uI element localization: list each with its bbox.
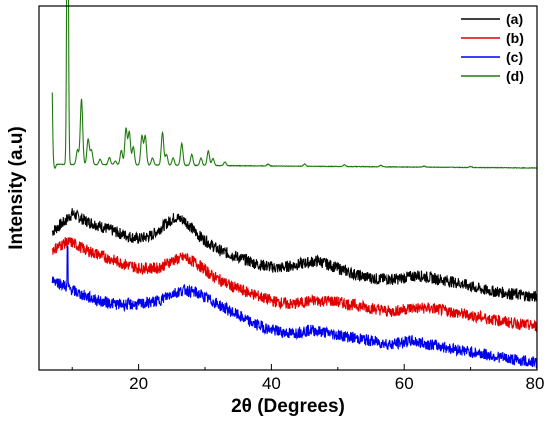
series-line-d	[51, 0, 537, 170]
x-tick-label-60: 60	[395, 374, 414, 393]
legend-label-c: (c)	[506, 49, 523, 65]
x-axis-title: 2θ (Degrees)	[231, 396, 345, 417]
plot-frame	[38, 5, 538, 371]
x-axis: 20 40 60 80	[71, 364, 545, 393]
y-axis-title: Intensity (a.u)	[6, 126, 27, 250]
series-line-c	[51, 245, 538, 369]
series-line-a	[51, 208, 538, 303]
legend-label-b: (b)	[506, 30, 524, 46]
legend-label-a: (a)	[506, 11, 523, 27]
series-line-b	[51, 236, 538, 334]
legend-label-d: (d)	[506, 68, 524, 84]
x-tick-label-20: 20	[129, 374, 148, 393]
x-tick-label-80: 80	[526, 374, 545, 393]
x-tick-label-40: 40	[262, 374, 281, 393]
series-layer	[51, 0, 538, 369]
legend: (a) (b) (c) (d)	[461, 11, 524, 84]
